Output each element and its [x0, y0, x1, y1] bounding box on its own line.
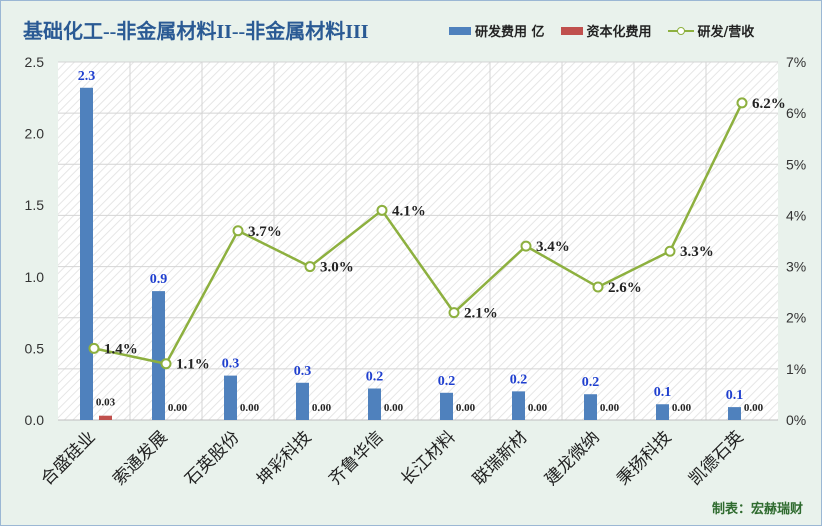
ratio-point [448, 307, 460, 319]
y-left-tick-label: 0.0 [25, 412, 45, 428]
ratio-point [736, 97, 748, 109]
bars [80, 87, 741, 420]
legend-swatch-cap [560, 26, 583, 35]
data-label-ratio: 2.1% [464, 306, 498, 322]
data-label-cap: 0.00 [240, 402, 260, 414]
data-label-rd: 0.1 [654, 385, 672, 400]
ratio-point [304, 261, 316, 273]
y-left-tick-label: 2.5 [25, 54, 45, 70]
legend-swatch-ratio [667, 26, 694, 36]
bar-rd [584, 394, 597, 420]
chart-title: 基础化工--非金属材料II--非金属材料III [23, 21, 369, 43]
bar-rd [224, 375, 237, 420]
y-right-tick-label: 4% [786, 207, 806, 223]
x-tick-label: 长江材料 [397, 427, 459, 489]
ratio-point [160, 358, 172, 370]
y-right-tick-label: 6% [786, 105, 806, 121]
bar-cap [99, 415, 112, 420]
bar-rd [656, 404, 669, 420]
bar-rd [728, 407, 741, 420]
y-right-tick-label: 1% [786, 361, 806, 377]
y-right-tick-label: 7% [786, 54, 806, 70]
legend-item-ratio: 研发/营收 [667, 21, 755, 40]
legend-label-rd: 研发费用 亿 [475, 25, 545, 40]
ratio-point [592, 281, 604, 293]
data-label-cap: 0.00 [384, 402, 404, 414]
data-label-rd: 0.3 [222, 357, 240, 372]
data-label-rd: 0.2 [366, 369, 384, 384]
y-right-tick-label: 5% [786, 156, 806, 172]
x-tick-label: 建龙微纳 [541, 427, 603, 489]
data-label-ratio: 4.1% [392, 203, 426, 219]
data-label-cap: 0.03 [96, 397, 116, 409]
data-label-rd: 0.3 [294, 364, 312, 379]
x-tick-label: 索通发展 [109, 427, 171, 489]
x-tick-label: 秉扬科技 [613, 427, 675, 489]
data-label-rd: 0.1 [726, 388, 744, 403]
data-label-cap: 0.00 [312, 402, 332, 414]
data-label-ratio: 1.1% [176, 357, 210, 373]
ratio-line-path [93, 102, 744, 365]
legend-label-ratio: 研发/营收 [697, 25, 755, 40]
y-left-tick-label: 0.5 [25, 340, 45, 356]
x-tick-label: 齐鲁华信 [325, 427, 387, 489]
data-label-rd: 0.2 [582, 375, 600, 390]
legend-swatch-rd [449, 26, 471, 35]
legend-item-cap: 资本化费用 [560, 21, 652, 40]
ratio-point [520, 240, 532, 252]
y-right-tick-label: 2% [786, 310, 806, 326]
bar-rd [512, 391, 525, 420]
ratio-line [88, 97, 748, 370]
data-label-ratio: 2.6% [608, 280, 642, 296]
y-left-tick-label: 1.0 [25, 269, 45, 285]
ratio-point [88, 342, 100, 354]
credit-text: 制表：宏赫瑞财 [711, 502, 803, 517]
x-tick-label: 联瑞新材 [469, 427, 531, 489]
data-label-ratio: 3.4% [536, 239, 570, 255]
bar-rd [296, 382, 309, 420]
data-label-cap: 0.00 [528, 402, 548, 414]
data-label-ratio: 6.2% [752, 96, 786, 112]
ratio-point [376, 204, 388, 216]
bar-rd [440, 392, 453, 420]
data-label-rd: 2.3 [78, 69, 96, 84]
bar-rd [80, 87, 93, 420]
ratio-point [232, 225, 244, 237]
y-left-tick-label: 2.0 [25, 126, 45, 142]
data-label-ratio: 3.7% [248, 224, 282, 240]
data-label-cap: 0.00 [744, 402, 764, 414]
data-labels: 2.30.030.90.000.30.000.30.000.20.000.20.… [78, 69, 786, 414]
data-label-cap: 0.00 [168, 402, 188, 414]
x-tick-label: 凯德石英 [685, 427, 747, 489]
data-label-rd: 0.2 [438, 374, 456, 389]
data-label-rd: 0.2 [510, 372, 528, 387]
data-label-ratio: 1.4% [104, 341, 138, 357]
x-tick-label: 石英股份 [181, 427, 243, 489]
data-label-rd: 0.9 [150, 272, 168, 287]
ratio-point [664, 245, 676, 257]
bar-rd [152, 291, 165, 420]
x-tick-label: 合盛硅业 [37, 427, 99, 489]
x-tick-label: 坤彩科技 [253, 427, 315, 489]
data-label-cap: 0.00 [672, 402, 692, 414]
y-left-tick-label: 1.5 [25, 197, 45, 213]
data-label-ratio: 3.0% [320, 260, 354, 276]
legend-label-cap: 资本化费用 [586, 25, 652, 40]
gridlines [58, 61, 778, 421]
y-right-tick-label: 0% [786, 412, 806, 428]
data-label-ratio: 3.3% [680, 244, 714, 260]
legend: 研发费用 亿 资本化费用 研发/营收 [449, 21, 754, 40]
data-label-cap: 0.00 [600, 402, 620, 414]
data-label-cap: 0.00 [456, 402, 476, 414]
bar-rd [368, 388, 381, 420]
y-right-tick-label: 3% [786, 259, 806, 275]
legend-item-rd: 研发费用 亿 [449, 21, 545, 40]
